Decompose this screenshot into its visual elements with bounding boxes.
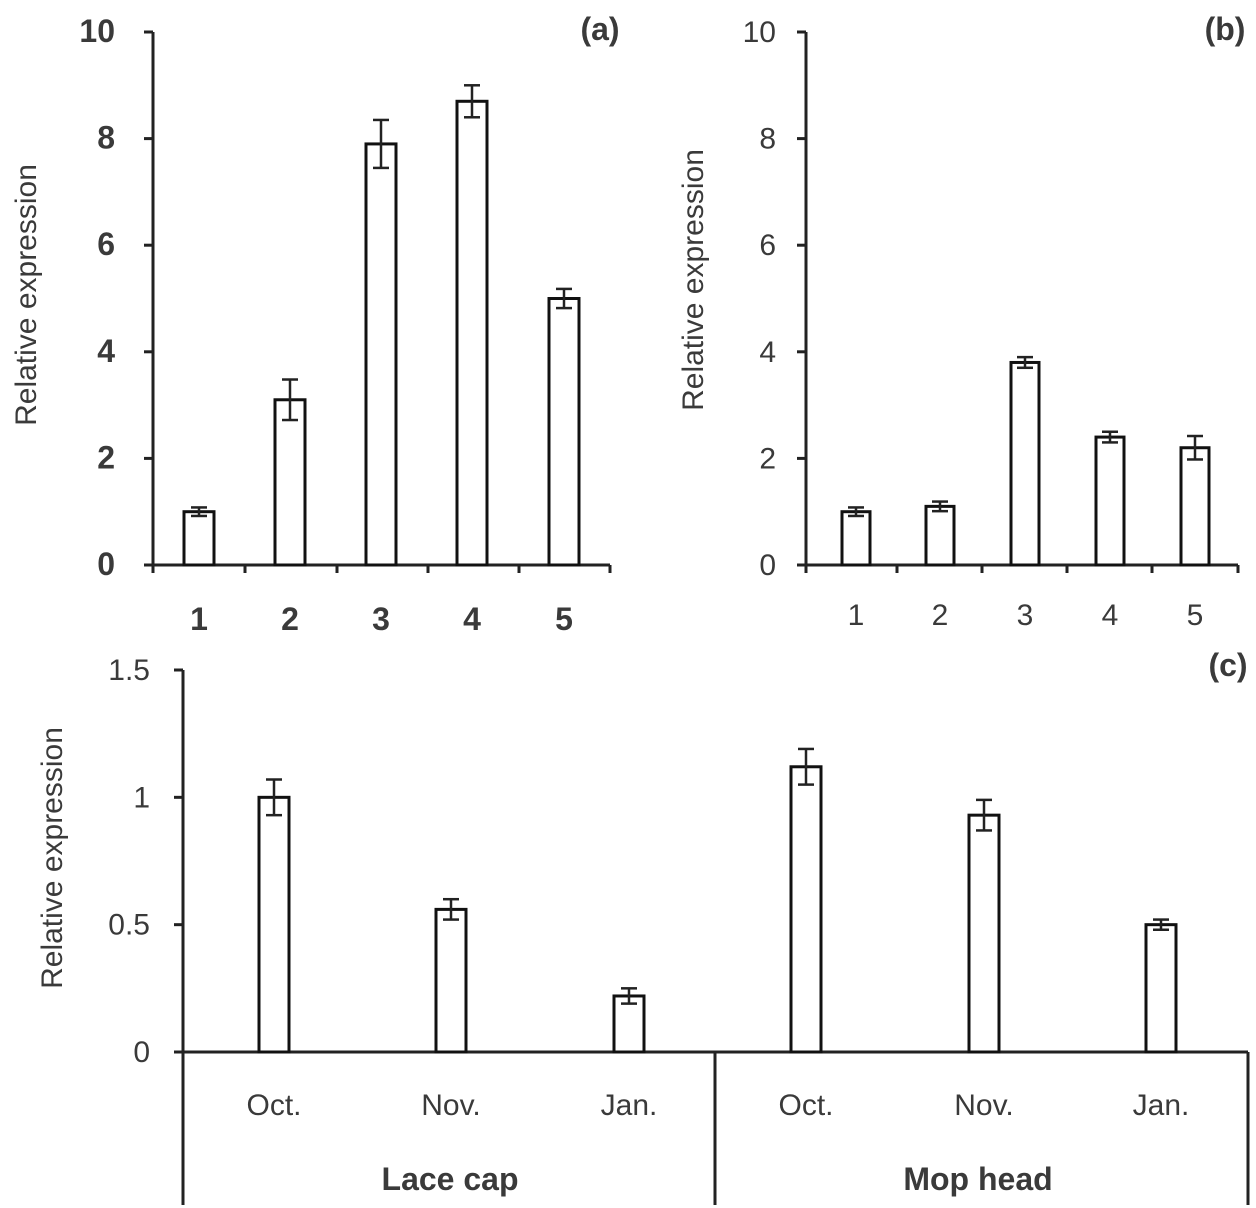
y-tick-label: 0 xyxy=(133,1036,150,1069)
y-tick-label: 8 xyxy=(97,120,115,156)
bar xyxy=(840,510,872,567)
y-tick-label: 1 xyxy=(133,781,150,814)
y-tick-label: 10 xyxy=(743,16,776,49)
x-category-label: Nov. xyxy=(954,1089,1013,1122)
panel-label: (a) xyxy=(580,11,619,47)
y-axis-title: Relative expression xyxy=(36,727,69,989)
x-category-label: 4 xyxy=(463,601,481,637)
y-tick-label: 0 xyxy=(97,546,115,582)
bar xyxy=(967,813,1001,1054)
group-label: Mop head xyxy=(903,1161,1052,1197)
x-category-label: 5 xyxy=(1187,599,1204,632)
y-tick-label: 0 xyxy=(759,549,776,582)
y-tick-label: 2 xyxy=(97,439,115,475)
panel-label: (b) xyxy=(1205,11,1246,47)
bar xyxy=(273,398,307,567)
x-category-label: 1 xyxy=(848,599,865,632)
y-tick-label: 6 xyxy=(97,226,115,262)
y-axis-title: Relative expression xyxy=(10,164,43,426)
bar xyxy=(1179,446,1211,567)
bar xyxy=(789,765,823,1054)
panel-label: (c) xyxy=(1208,647,1247,683)
bar xyxy=(612,994,646,1054)
x-category-label: 5 xyxy=(555,601,573,637)
y-tick-label: 8 xyxy=(759,123,776,156)
x-category-label: Oct. xyxy=(778,1089,833,1122)
bar xyxy=(547,297,581,567)
bar xyxy=(257,795,291,1054)
y-tick-label: 10 xyxy=(79,13,115,49)
y-tick-label: 4 xyxy=(759,336,776,369)
bar xyxy=(1009,360,1041,567)
x-category-label: 3 xyxy=(1017,599,1034,632)
y-tick-label: 4 xyxy=(97,333,115,369)
y-tick-label: 2 xyxy=(759,442,776,475)
bar xyxy=(455,99,489,567)
y-tick-label: 6 xyxy=(759,229,776,262)
x-category-label: Oct. xyxy=(246,1089,301,1122)
x-category-label: 3 xyxy=(372,601,390,637)
panel-c: 0 0.5 1 1.5 Oct. Nov. Jan. Oct. Nov. Jan. Relative… xyxy=(36,647,1250,1205)
y-tick-label: 1.5 xyxy=(108,654,150,687)
bar xyxy=(1094,435,1126,567)
x-category-label: Jan. xyxy=(1133,1089,1190,1122)
x-category-label: Jan. xyxy=(601,1089,658,1122)
bar xyxy=(434,907,468,1054)
bar xyxy=(364,142,398,567)
y-tick-label: 0.5 xyxy=(108,909,150,942)
x-category-label: 2 xyxy=(932,599,949,632)
group-label: Lace cap xyxy=(382,1161,519,1197)
x-category-label: 4 xyxy=(1102,599,1119,632)
bar xyxy=(1144,923,1178,1054)
x-category-label: 1 xyxy=(190,601,208,637)
x-category-label: Nov. xyxy=(421,1089,480,1122)
x-category-label: 2 xyxy=(281,601,299,637)
y-axis-title: Relative expression xyxy=(677,149,710,411)
bar xyxy=(182,510,216,567)
bar xyxy=(924,504,956,567)
